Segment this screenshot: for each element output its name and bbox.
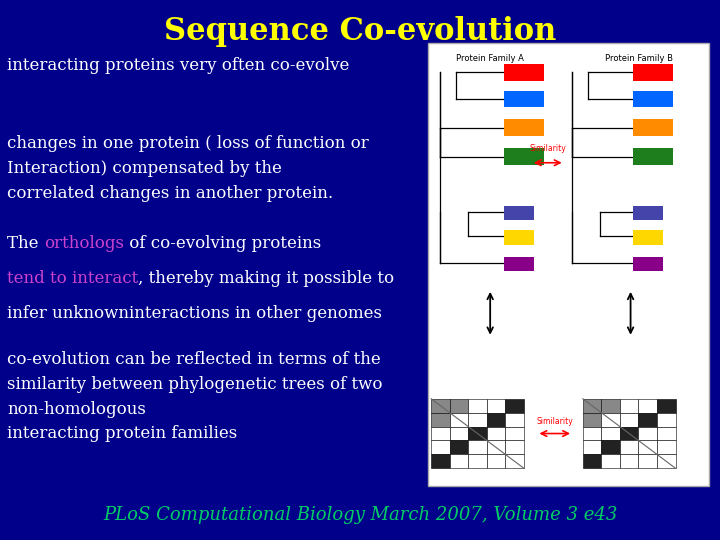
FancyBboxPatch shape	[657, 399, 675, 413]
Text: Similarity: Similarity	[530, 144, 567, 153]
FancyBboxPatch shape	[657, 454, 675, 468]
FancyBboxPatch shape	[504, 119, 544, 136]
FancyBboxPatch shape	[504, 64, 544, 81]
FancyBboxPatch shape	[431, 441, 450, 454]
FancyBboxPatch shape	[450, 413, 468, 427]
FancyBboxPatch shape	[657, 441, 675, 454]
FancyBboxPatch shape	[601, 427, 620, 441]
FancyBboxPatch shape	[639, 454, 657, 468]
FancyBboxPatch shape	[450, 454, 468, 468]
FancyBboxPatch shape	[468, 413, 487, 427]
Text: co-evolution can be reflected in terms of the
similarity between phylogenetic tr: co-evolution can be reflected in terms o…	[7, 351, 383, 442]
FancyBboxPatch shape	[505, 441, 524, 454]
FancyBboxPatch shape	[620, 399, 639, 413]
FancyBboxPatch shape	[583, 399, 601, 413]
FancyBboxPatch shape	[639, 427, 657, 441]
FancyBboxPatch shape	[639, 441, 657, 454]
FancyBboxPatch shape	[601, 441, 620, 454]
Text: Protein Family B: Protein Family B	[605, 55, 673, 63]
FancyBboxPatch shape	[634, 231, 663, 245]
FancyBboxPatch shape	[634, 257, 663, 271]
FancyBboxPatch shape	[634, 206, 663, 220]
FancyBboxPatch shape	[505, 399, 524, 413]
FancyBboxPatch shape	[639, 399, 657, 413]
FancyBboxPatch shape	[428, 43, 709, 486]
Text: of co-evolving proteins: of co-evolving proteins	[124, 235, 321, 252]
FancyBboxPatch shape	[505, 454, 524, 468]
FancyBboxPatch shape	[450, 441, 468, 454]
FancyBboxPatch shape	[431, 454, 450, 468]
FancyBboxPatch shape	[487, 427, 505, 441]
FancyBboxPatch shape	[504, 91, 544, 107]
FancyBboxPatch shape	[468, 427, 487, 441]
FancyBboxPatch shape	[505, 413, 524, 427]
FancyBboxPatch shape	[620, 441, 639, 454]
Text: PLoS Computational Biology March 2007, Volume 3 e43: PLoS Computational Biology March 2007, V…	[103, 506, 617, 524]
FancyBboxPatch shape	[620, 413, 639, 427]
Text: , thereby making it possible to: , thereby making it possible to	[138, 270, 395, 287]
FancyBboxPatch shape	[620, 427, 639, 441]
FancyBboxPatch shape	[450, 399, 468, 413]
Text: orthologs: orthologs	[44, 235, 124, 252]
FancyBboxPatch shape	[583, 454, 601, 468]
FancyBboxPatch shape	[583, 413, 601, 427]
FancyBboxPatch shape	[504, 257, 534, 271]
Text: The: The	[7, 235, 44, 252]
FancyBboxPatch shape	[487, 399, 505, 413]
FancyBboxPatch shape	[431, 427, 450, 441]
FancyBboxPatch shape	[657, 413, 675, 427]
FancyBboxPatch shape	[504, 231, 534, 245]
Text: changes in one protein ( loss of function or
Interaction) compensated by the
cor: changes in one protein ( loss of functio…	[7, 135, 369, 201]
FancyBboxPatch shape	[634, 64, 672, 81]
FancyBboxPatch shape	[450, 427, 468, 441]
FancyBboxPatch shape	[583, 441, 601, 454]
FancyBboxPatch shape	[634, 119, 672, 136]
Text: Protein Family A: Protein Family A	[456, 55, 524, 63]
FancyBboxPatch shape	[431, 413, 450, 427]
Text: Similarity: Similarity	[536, 416, 573, 426]
FancyBboxPatch shape	[657, 427, 675, 441]
FancyBboxPatch shape	[504, 206, 534, 220]
FancyBboxPatch shape	[487, 454, 505, 468]
FancyBboxPatch shape	[505, 427, 524, 441]
FancyBboxPatch shape	[639, 413, 657, 427]
FancyBboxPatch shape	[601, 454, 620, 468]
Text: Sequence Co-evolution: Sequence Co-evolution	[164, 16, 556, 47]
FancyBboxPatch shape	[634, 91, 672, 107]
Text: tend to interact: tend to interact	[7, 270, 138, 287]
Text: interacting proteins very often co-evolve: interacting proteins very often co-evolv…	[7, 57, 350, 73]
FancyBboxPatch shape	[634, 148, 672, 165]
FancyBboxPatch shape	[504, 148, 544, 165]
FancyBboxPatch shape	[468, 399, 487, 413]
FancyBboxPatch shape	[620, 454, 639, 468]
FancyBboxPatch shape	[487, 413, 505, 427]
FancyBboxPatch shape	[601, 399, 620, 413]
FancyBboxPatch shape	[431, 399, 450, 413]
FancyBboxPatch shape	[487, 441, 505, 454]
FancyBboxPatch shape	[468, 441, 487, 454]
FancyBboxPatch shape	[468, 454, 487, 468]
FancyBboxPatch shape	[583, 427, 601, 441]
FancyBboxPatch shape	[601, 413, 620, 427]
Text: infer unknowninteractions in other genomes: infer unknowninteractions in other genom…	[7, 305, 382, 322]
